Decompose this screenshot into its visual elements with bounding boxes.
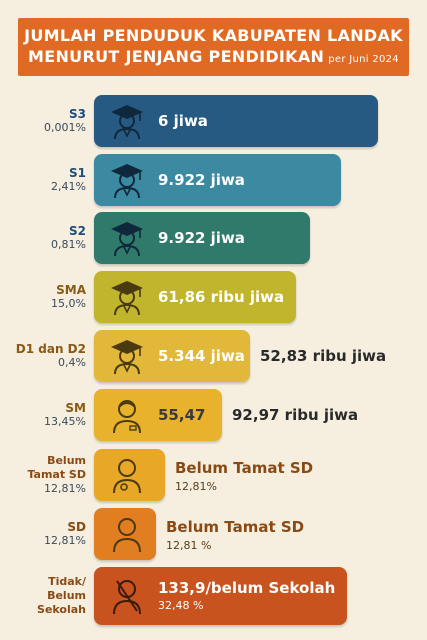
graduate-icon — [110, 102, 144, 140]
data-label: 55,47 — [158, 406, 206, 424]
category-label: SD 12,81% — [4, 520, 86, 548]
category-name: S1 — [69, 166, 86, 180]
category-name: Belum — [47, 589, 86, 602]
person-icon — [110, 515, 144, 553]
category-label: S2 0,81% — [4, 224, 86, 252]
outside-label-sub: 12,81% — [175, 480, 217, 493]
child-icon — [110, 456, 144, 494]
graduate-icon — [110, 337, 144, 375]
category-name: Belum — [47, 454, 86, 467]
category-percent: 0,001% — [44, 121, 86, 134]
chart-row: S3 0,001% 6 jiwa — [0, 95, 427, 147]
category-percent: 12,81% — [44, 534, 86, 547]
student-icon — [110, 396, 144, 434]
outside-label: Belum Tamat SD — [175, 459, 314, 477]
chart-row: SMA 15,0% 61,86 ribu jiwa — [0, 271, 427, 323]
category-label: S1 2,41% — [4, 166, 86, 194]
graduate-icon — [110, 219, 144, 257]
outside-label-sub: 12,81 % — [166, 539, 212, 552]
category-name: S3 — [69, 107, 86, 121]
category-percent: 0,4% — [58, 356, 86, 369]
chart-row: SD 12,81% Belum Tamat SD 12,81 % — [0, 508, 427, 560]
category-name: SM — [65, 401, 86, 415]
chart-row: Belum Tamat SD 12,81% Belum Tamat SD 12,81% — [0, 449, 427, 501]
category-label: Belum Tamat SD 12,81% — [4, 454, 86, 496]
data-label: 9.922 jiwa — [158, 171, 245, 189]
category-percent: 0,81% — [51, 238, 86, 251]
title-line-2-text: MENURUT JENJANG PENDIDIKAN — [28, 46, 325, 66]
data-label: 133,9/belum Sekolah — [158, 579, 336, 597]
category-name: D1 dan D2 — [15, 342, 86, 356]
graduate-icon — [110, 161, 144, 199]
category-name: Sekolah — [37, 603, 86, 616]
bar — [94, 154, 341, 206]
category-label: SMA 15,0% — [4, 283, 86, 311]
category-name: SMA — [56, 283, 86, 297]
bar — [94, 567, 347, 625]
chart-row: Tidak/Belum Sekolah 133,9/belum Sekolah 32,… — [0, 567, 427, 625]
category-name: SD — [67, 520, 86, 534]
outside-label: 92,97 ribu jiwa — [232, 406, 359, 424]
chart-row: SM 13,45% 55,47 92,97 ribu jiwa — [0, 389, 427, 441]
category-name: Tidak/ — [48, 575, 86, 588]
category-label: SM 13,45% — [4, 401, 86, 429]
bar — [94, 389, 222, 441]
category-label: D1 dan D2 0,4% — [4, 342, 86, 370]
outside-label: 52,83 ribu jiwa — [260, 347, 387, 365]
category-label: Tidak/Belum Sekolah — [4, 575, 86, 617]
category-percent: 12,81% — [44, 482, 86, 495]
chart-row: S2 0,81% 9.922 jiwa — [0, 212, 427, 264]
category-percent: 13,45% — [44, 415, 86, 428]
data-label: 6 jiwa — [158, 112, 208, 130]
data-label: 9.922 jiwa — [158, 229, 245, 247]
bar — [94, 271, 296, 323]
title-line-1: JUMLAH PENDUDUK KABUPATEN LANDAK — [24, 25, 403, 45]
category-name: Tamat SD — [27, 468, 86, 481]
data-label: 5.344 jiwa — [158, 347, 245, 365]
category-label: S3 0,001% — [4, 107, 86, 135]
category-percent: 2,41% — [51, 180, 86, 193]
title-line-2: MENURUT JENJANG PENDIDIKAN per Juni 2024 — [28, 46, 399, 70]
chart-row: D1 dan D2 0,4% 5.344 jiwa 52,83 ribu jiwa — [0, 330, 427, 382]
no-school-icon — [110, 577, 144, 615]
category-percent: 15,0% — [51, 297, 86, 310]
chart-row: S1 2,41% 9.922 jiwa — [0, 154, 427, 206]
data-label: 61,86 ribu jiwa — [158, 288, 285, 306]
title-date: per Juni 2024 — [328, 53, 399, 65]
graduate-icon — [110, 278, 144, 316]
bar — [94, 95, 378, 147]
data-label-sub: 32,48 % — [158, 599, 204, 612]
category-name: S2 — [69, 224, 86, 238]
title-banner: JUMLAH PENDUDUK KABUPATEN LANDAK MENURUT… — [18, 18, 409, 76]
outside-label: Belum Tamat SD — [166, 518, 305, 536]
bar — [94, 212, 310, 264]
